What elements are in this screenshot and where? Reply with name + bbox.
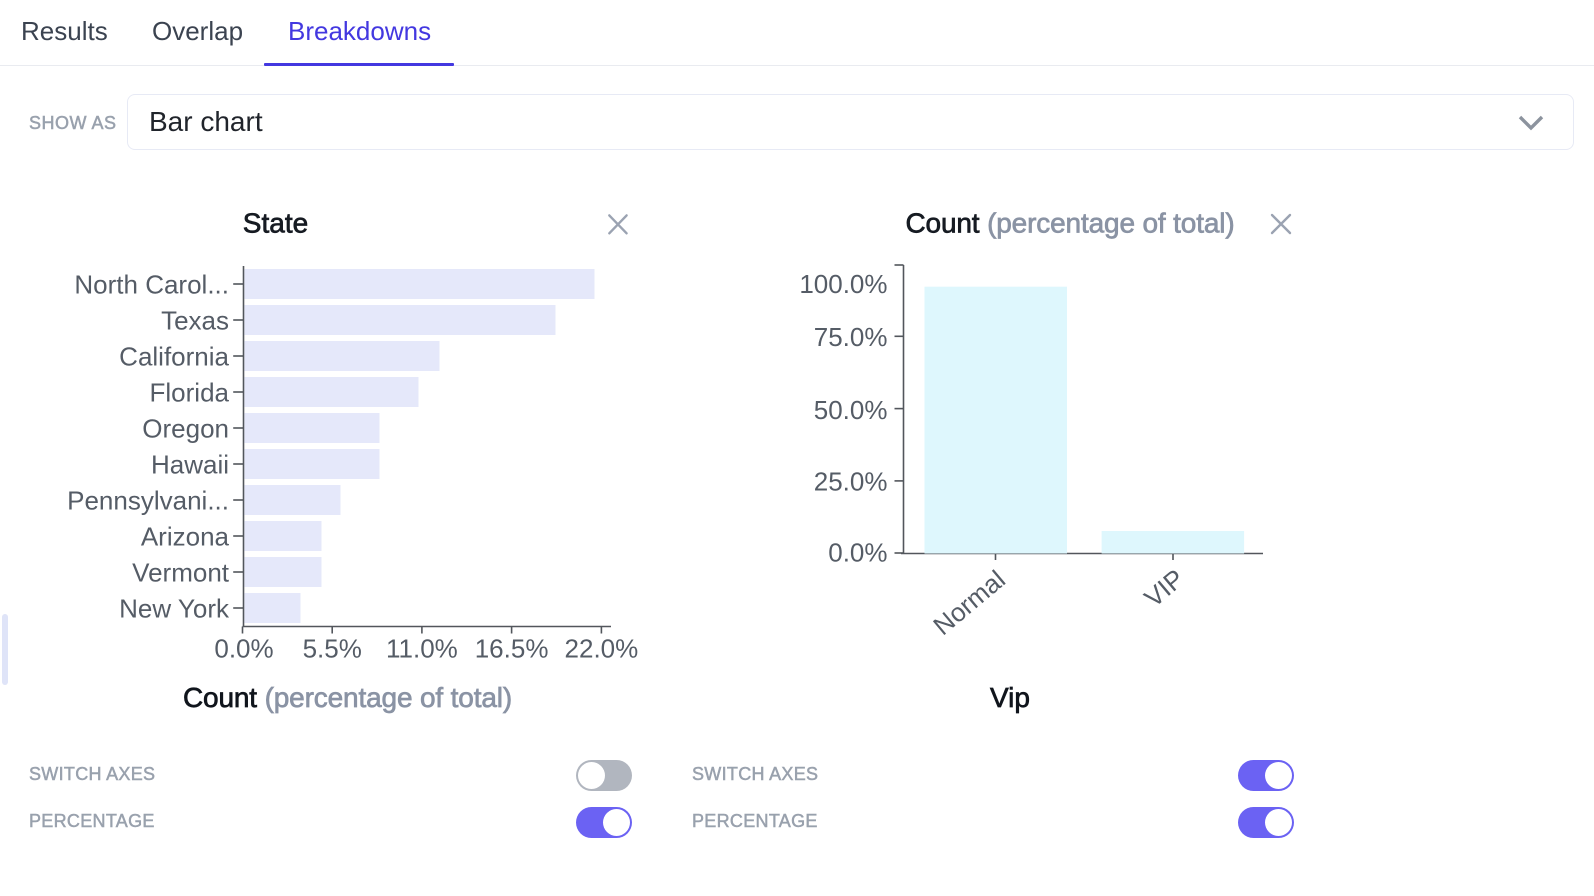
svg-text:Texas: Texas [161,305,229,335]
svg-text:Count (percentage of total): Count (percentage of total) [183,682,512,713]
svg-text:California: California [119,341,229,371]
svg-text:Hawaii: Hawaii [151,449,229,479]
svg-text:Pennsylvani...: Pennsylvani... [67,485,229,515]
svg-text:North Carol...: North Carol... [74,269,229,299]
svg-text:22.0%: 22.0% [565,634,639,664]
svg-text:50.0%: 50.0% [814,395,888,425]
svg-text:VIP: VIP [1138,563,1189,613]
svg-text:State: State [243,208,308,239]
svg-text:Count (percentage of total): Count (percentage of total) [905,208,1234,239]
svg-text:Vip: Vip [990,682,1030,713]
svg-text:100.0%: 100.0% [799,269,887,299]
svg-text:0.0%: 0.0% [828,538,887,568]
svg-text:Normal: Normal [927,564,1010,641]
svg-text:New York: New York [119,593,230,623]
svg-text:16.5%: 16.5% [475,634,549,664]
svg-text:75.0%: 75.0% [814,322,888,352]
svg-text:Oregon: Oregon [142,413,229,443]
svg-text:Arizona: Arizona [141,521,230,551]
svg-text:25.0%: 25.0% [814,466,888,496]
svg-text:0.0%: 0.0% [214,634,273,664]
svg-text:Vermont: Vermont [132,557,230,587]
svg-text:5.5%: 5.5% [303,634,362,664]
svg-text:Florida: Florida [150,377,230,407]
svg-text:11.0%: 11.0% [386,634,458,664]
